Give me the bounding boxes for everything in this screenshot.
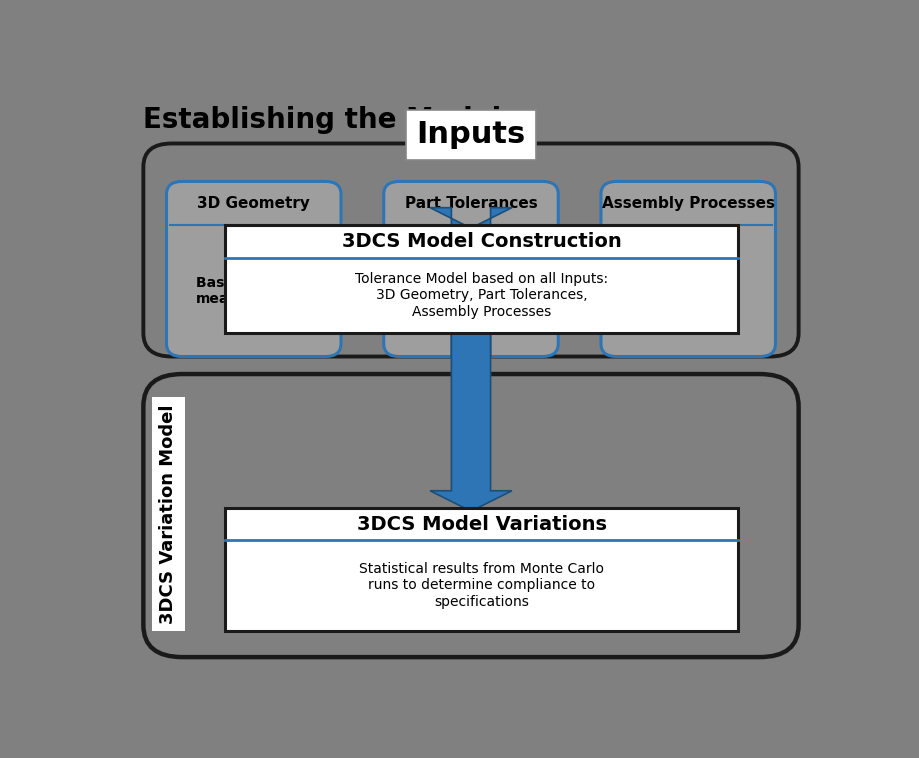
FancyBboxPatch shape xyxy=(166,181,341,356)
Polygon shape xyxy=(430,208,512,356)
FancyBboxPatch shape xyxy=(601,181,776,356)
Text: Statistical results from Monte Carlo
runs to determine compliance to
specificati: Statistical results from Monte Carlo run… xyxy=(359,562,604,609)
Text: Tolerance Model based on all Inputs:
3D Geometry, Part Tolerances,
Assembly Proc: Tolerance Model based on all Inputs: 3D … xyxy=(355,272,608,318)
Text: Inputs: Inputs xyxy=(416,121,526,149)
FancyBboxPatch shape xyxy=(143,374,799,657)
FancyBboxPatch shape xyxy=(384,181,558,356)
FancyBboxPatch shape xyxy=(143,143,799,356)
Text: Based on CMM
measurements: Based on CMM measurements xyxy=(196,276,312,306)
Text: 3DCS Variation Model: 3DCS Variation Model xyxy=(159,404,177,624)
Text: 3DCS Model Construction: 3DCS Model Construction xyxy=(342,232,621,251)
Text: GD&T callouts,
based on ASME
Y14.5M: GD&T callouts, based on ASME Y14.5M xyxy=(411,268,531,314)
Text: Assembly Processes: Assembly Processes xyxy=(602,196,775,211)
Text: Assembly of
functional
components: Assembly of functional components xyxy=(641,268,736,314)
FancyBboxPatch shape xyxy=(225,225,738,334)
FancyBboxPatch shape xyxy=(225,509,738,631)
Text: Part Tolerances: Part Tolerances xyxy=(404,196,538,211)
Polygon shape xyxy=(430,334,512,511)
Text: 3DCS Model Variations: 3DCS Model Variations xyxy=(357,515,607,534)
Text: 3D Geometry: 3D Geometry xyxy=(198,196,311,211)
Text: Establishing the Model: Establishing the Model xyxy=(143,105,502,133)
